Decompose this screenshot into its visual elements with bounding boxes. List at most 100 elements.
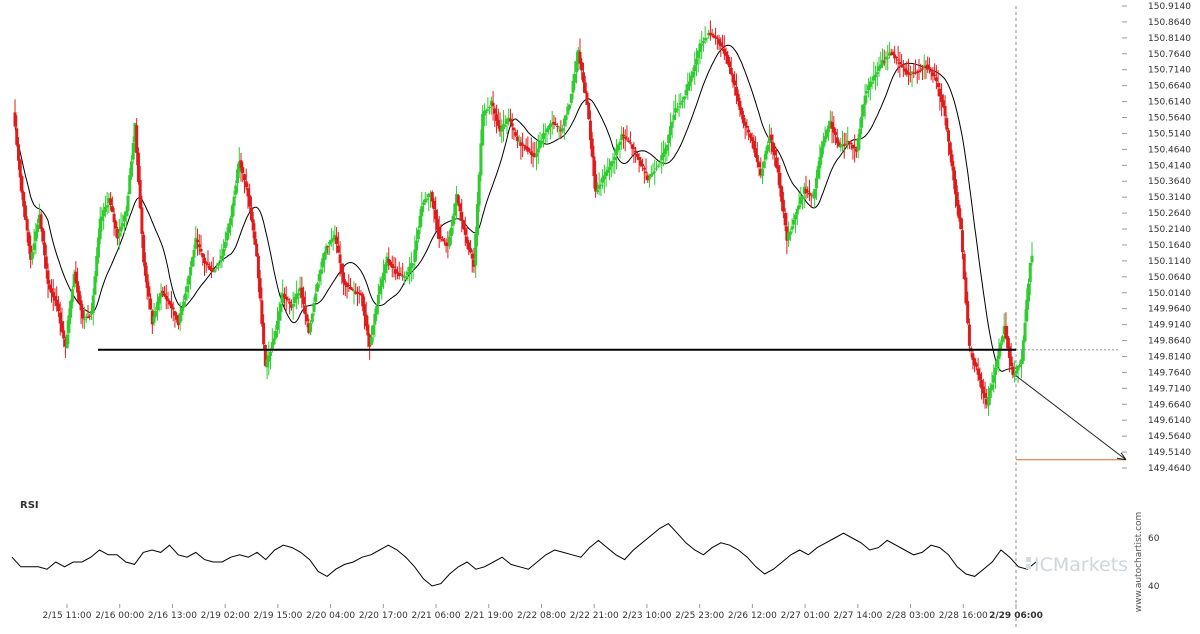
candle-bear (462, 220, 466, 229)
candle-bear (721, 45, 725, 47)
candle-bear (260, 300, 264, 325)
candle-bear (77, 290, 81, 303)
candle-bull (1016, 366, 1020, 371)
candle-bear (460, 211, 464, 221)
candle-bear (437, 227, 441, 240)
candle-bear (43, 242, 47, 256)
candle-bear (552, 121, 556, 125)
candle-bull (1030, 255, 1034, 263)
price-tick-label: 150.3640 (1148, 177, 1191, 187)
candle-bear (966, 301, 970, 324)
candle-bull (880, 59, 884, 65)
candle-bull (618, 141, 622, 145)
candle-bear (15, 128, 19, 145)
candle-bear (806, 190, 810, 192)
candle-bull (408, 266, 412, 272)
candle-bull (872, 75, 876, 81)
rsi-panel: RSI 60 40 (11, 500, 1160, 592)
candle-bull (867, 85, 871, 91)
candle-bear (945, 118, 949, 130)
candle-bear (27, 232, 31, 246)
candle-bull (696, 50, 700, 59)
candle-bull (486, 109, 490, 111)
candle-bear (521, 143, 525, 145)
candle-bear (1009, 356, 1013, 367)
candle-bear (255, 243, 259, 257)
time-tick-label: 2/29 06:00 (989, 611, 1043, 621)
candle-bull (229, 218, 233, 226)
candle-bear (50, 288, 54, 293)
candle-bull (428, 193, 432, 195)
candle-bull (886, 57, 890, 59)
candle-bull (227, 223, 231, 233)
candle-bear (29, 245, 33, 260)
candle-bear (809, 194, 813, 196)
candle-bear (248, 195, 252, 207)
candle-bear (555, 125, 559, 127)
candle-bull (269, 351, 273, 356)
candle-bear (924, 65, 928, 67)
price-tick-label: 149.7640 (1148, 368, 1191, 378)
candle-bear (778, 172, 782, 189)
candle-bear (835, 137, 839, 144)
candle-bull (220, 255, 224, 259)
candle-bull (482, 110, 486, 116)
candle-bear (362, 304, 366, 316)
candle-bull (648, 177, 652, 180)
candle-bull (215, 267, 219, 269)
candle-bull (507, 117, 511, 122)
candle-bear (741, 114, 745, 124)
price-tick-label: 149.9140 (1148, 321, 1191, 331)
candle-bear (641, 164, 645, 167)
candle-bear (639, 160, 643, 166)
candle-bear (715, 37, 719, 39)
candle-bull (571, 81, 575, 93)
candle-bear (712, 35, 716, 38)
candle-bull (801, 196, 805, 200)
candle-bear (776, 165, 780, 173)
candle-bull (385, 256, 389, 266)
candle-bull (189, 266, 193, 276)
price-tick-label: 150.4140 (1148, 161, 1191, 171)
candle-bear (728, 61, 732, 68)
candle-bear (74, 271, 78, 283)
price-tick-label: 150.9140 (1148, 2, 1191, 12)
candle-bull (185, 286, 189, 293)
pattern-levels (98, 6, 1127, 630)
time-tick-label: 2/22 08:00 (517, 611, 566, 621)
candle-bull (797, 205, 801, 210)
price-tick-label: 149.5640 (1148, 432, 1191, 442)
candle-bull (296, 293, 300, 296)
candle-bear (771, 142, 775, 152)
candle-bull (795, 208, 799, 215)
candle-bull (451, 215, 455, 226)
candle-bear (587, 102, 591, 120)
candle-bull (602, 175, 606, 180)
candle-bear (168, 301, 172, 305)
candle-bear (724, 51, 728, 56)
candle-bull (404, 276, 408, 279)
candle-bear (912, 72, 916, 74)
candle-bear (1006, 336, 1010, 349)
candle-bear (936, 83, 940, 88)
candle-bull (816, 166, 820, 179)
candle-bull (995, 359, 999, 368)
candle-bull (1023, 322, 1027, 342)
time-axis: 2/15 11:00 2/16 00:00 2/16 13:00 2/19 02:00… (42, 604, 1043, 621)
candle-bear (931, 72, 935, 77)
candle-bear (844, 143, 848, 145)
candle-bear (302, 296, 306, 305)
projection-arrow (1015, 375, 1127, 461)
candle-bear (397, 273, 401, 277)
candle-bear (926, 64, 930, 70)
candle-bear (166, 298, 170, 302)
candle-bear (528, 149, 532, 151)
candle-bear (621, 134, 625, 137)
candle-bull (223, 241, 227, 249)
candle-bear (917, 70, 921, 72)
candle-bear (847, 141, 851, 143)
candle-bull (541, 133, 545, 140)
candle-bull (190, 257, 194, 267)
candle-bull (83, 319, 87, 321)
price-tick-label: 150.2640 (1148, 209, 1191, 219)
